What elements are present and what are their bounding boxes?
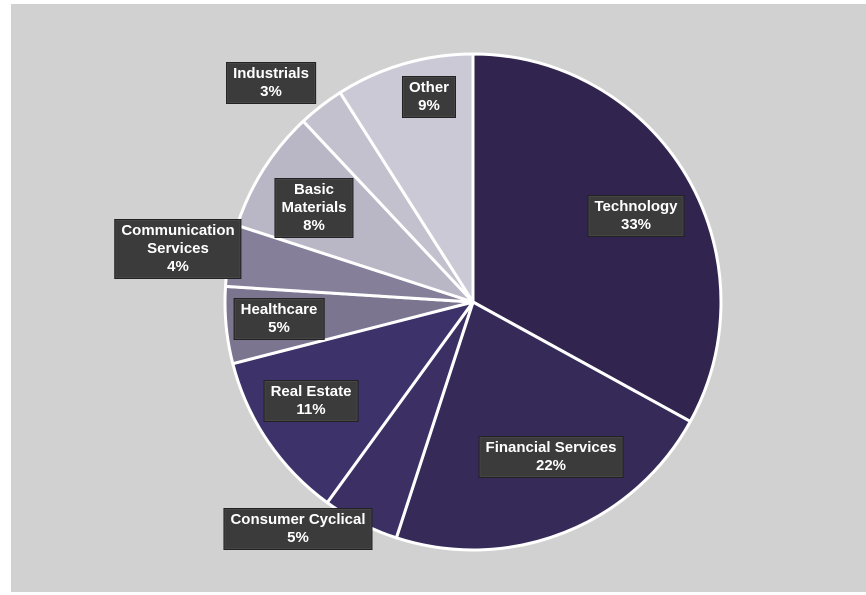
slice-label-financial-services: Financial Services 22% — [478, 436, 624, 478]
slice-label-name: Basic Materials — [281, 181, 347, 216]
slice-label-other: Other 9% — [401, 76, 457, 118]
slice-label-communication-services: Communication Services 4% — [114, 219, 242, 279]
slice-label-name: Real Estate — [270, 383, 352, 400]
slice-label-healthcare: Healthcare 5% — [233, 298, 325, 340]
slice-label-basic-materials: Basic Materials 8% — [274, 178, 354, 238]
slice-label-value: 5% — [268, 319, 290, 336]
slice-label-name: Healthcare — [240, 301, 318, 318]
slice-label-value: 11% — [296, 401, 326, 418]
slice-label-value: 5% — [287, 529, 309, 546]
slice-label-value: 22% — [535, 457, 567, 474]
slice-label-name: Financial Services — [485, 439, 617, 456]
slice-label-value: 4% — [167, 258, 189, 275]
pie-slice-technology — [471, 52, 723, 423]
pie-slice-financial-services — [394, 300, 692, 552]
slice-label-value: 33% — [620, 216, 652, 233]
slice-label-real-estate: Real Estate 11% — [263, 380, 359, 422]
slice-label-name: Consumer Cyclical — [230, 511, 366, 528]
slice-label-consumer-cyclical: Consumer Cyclical 5% — [223, 508, 373, 550]
slice-label-name: Communication Services — [121, 222, 235, 257]
slice-label-technology: Technology 33% — [587, 195, 685, 237]
chart-area: Technology 33% Financial Services 22% Consum… — [11, 4, 866, 592]
slice-label-value: 9% — [418, 97, 440, 114]
pie-chart — [223, 52, 723, 552]
slice-label-industrials: Industrials 3% — [226, 62, 316, 104]
slice-label-value: 3% — [260, 83, 282, 100]
slice-label-name: Technology — [594, 198, 678, 215]
slice-label-name: Industrials — [233, 65, 309, 82]
slice-label-name: Other — [408, 79, 450, 96]
slice-label-value: 8% — [303, 217, 325, 234]
